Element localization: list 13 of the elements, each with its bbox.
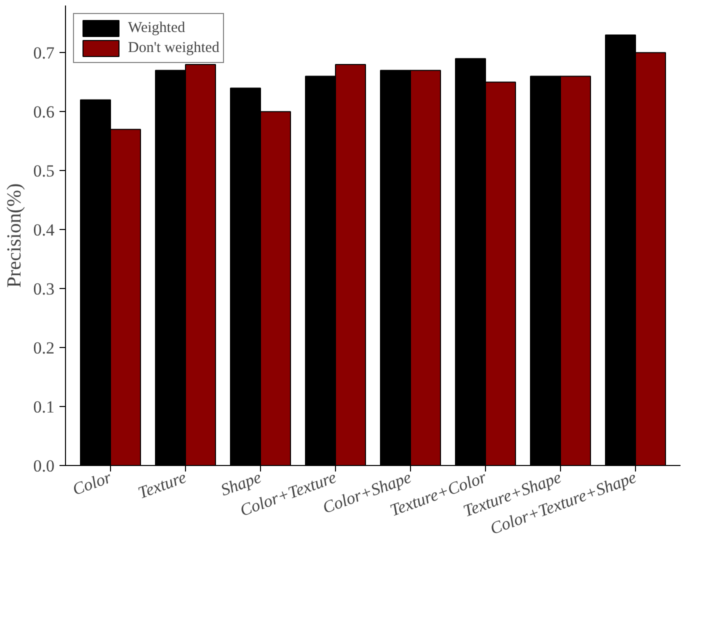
y-tick-label: 0.7	[33, 44, 55, 63]
legend-label: Weighted	[128, 20, 186, 36]
y-tick-label: 0.0	[33, 456, 54, 476]
y-tick-label: 0.3	[33, 280, 54, 299]
x-tick-label: Color	[70, 467, 114, 500]
legend-label: Don't weighted	[128, 40, 220, 56]
y-tick-label: 0.2	[33, 338, 54, 358]
y-tick-label: 0.4	[33, 220, 55, 240]
y-tick-label: 0.5	[33, 162, 54, 181]
y-tick-label: 0.6	[33, 102, 54, 122]
x-tick-label: Texture	[136, 467, 190, 502]
y-axis-title: Precision(%)	[3, 183, 26, 288]
y-tick-label: 0.1	[33, 398, 54, 417]
